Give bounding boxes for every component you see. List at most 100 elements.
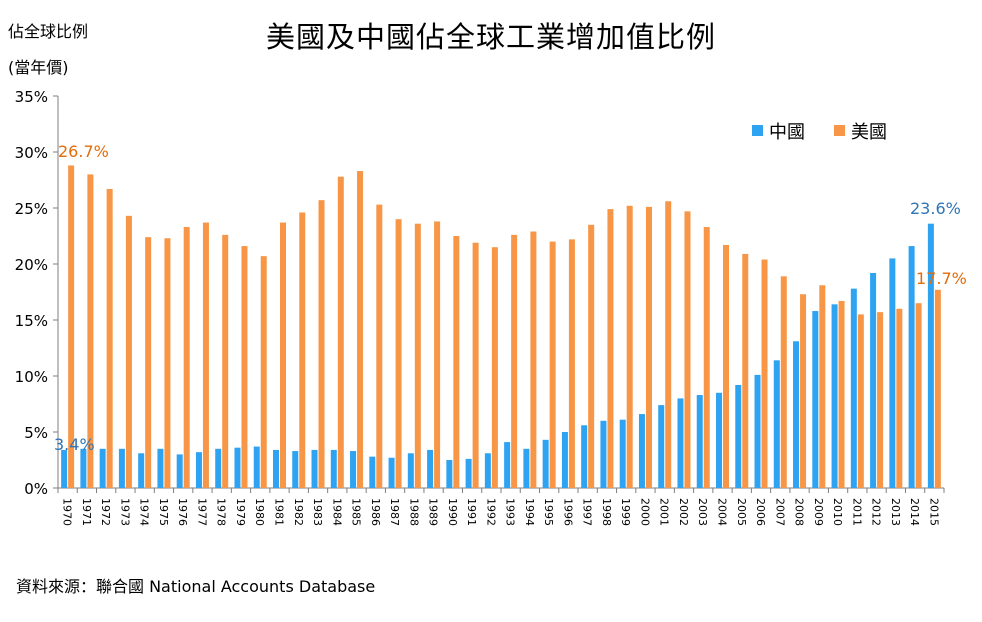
y-tick-label: 5% bbox=[24, 424, 48, 442]
usa-bar bbox=[530, 231, 537, 488]
china-bar bbox=[523, 448, 530, 488]
x-tick-label: 1980 bbox=[253, 498, 266, 526]
china-bar bbox=[388, 457, 395, 488]
legend-swatch-china bbox=[752, 125, 763, 136]
china-bar bbox=[561, 432, 568, 488]
usa-bar bbox=[318, 200, 325, 488]
usa-bar bbox=[164, 238, 171, 488]
china-bar bbox=[311, 449, 318, 488]
x-tick-label: 2007 bbox=[773, 498, 786, 526]
x-tick-label: 2014 bbox=[908, 498, 921, 526]
x-tick-label: 1994 bbox=[523, 498, 536, 526]
china-bar bbox=[427, 449, 434, 488]
x-tick-label: 2010 bbox=[831, 498, 844, 526]
china-bar bbox=[870, 272, 877, 488]
usa-bar bbox=[414, 223, 421, 488]
usa-bar bbox=[607, 209, 614, 488]
china-bar bbox=[350, 451, 357, 488]
usa-bar bbox=[511, 234, 518, 488]
usa-bar bbox=[395, 219, 402, 488]
x-tick-label: 2013 bbox=[889, 498, 902, 526]
usa-bar bbox=[337, 176, 344, 488]
x-tick-label: 2006 bbox=[754, 498, 767, 526]
x-tick-label: 2009 bbox=[812, 498, 825, 526]
usa-bar bbox=[723, 244, 729, 488]
usa-bar bbox=[568, 239, 575, 488]
y-tick-label: 25% bbox=[15, 200, 48, 218]
china-bar bbox=[215, 448, 222, 488]
data-label: 17.7% bbox=[916, 269, 967, 288]
x-tick-label: 1992 bbox=[484, 498, 497, 526]
china-bar bbox=[273, 449, 279, 488]
y-tick-label: 35% bbox=[15, 88, 48, 106]
china-bar bbox=[716, 392, 722, 488]
china-bar bbox=[889, 258, 896, 488]
x-tick-label: 2011 bbox=[850, 498, 863, 526]
china-bar bbox=[292, 451, 299, 488]
usa-bar bbox=[260, 256, 267, 488]
x-tick-label: 1989 bbox=[427, 498, 440, 526]
data-label: 23.6% bbox=[910, 199, 961, 218]
china-bar bbox=[369, 456, 376, 488]
x-tick-label: 2008 bbox=[793, 498, 806, 526]
x-tick-label: 1976 bbox=[176, 498, 189, 526]
china-bar bbox=[831, 304, 838, 488]
china-bar bbox=[619, 419, 626, 488]
x-tick-label: 1986 bbox=[369, 498, 382, 526]
x-tick-label: 1997 bbox=[581, 498, 594, 526]
y-tick-label: 10% bbox=[15, 368, 48, 386]
x-tick-label: 2001 bbox=[658, 498, 671, 526]
usa-bar bbox=[106, 188, 113, 488]
y-axis-label-line2: (當年價) bbox=[8, 58, 69, 77]
x-tick-label: 1970 bbox=[61, 498, 74, 526]
legend-label-china: 中國 bbox=[769, 122, 805, 143]
usa-bar bbox=[684, 211, 691, 489]
usa-bar bbox=[800, 294, 807, 488]
china-bar bbox=[542, 439, 549, 488]
china-bar bbox=[176, 454, 183, 488]
china-bar bbox=[927, 223, 934, 488]
china-bar bbox=[407, 453, 414, 488]
y-tick-label: 30% bbox=[15, 144, 48, 162]
usa-bar bbox=[183, 227, 190, 489]
x-tick-label: 2012 bbox=[870, 498, 883, 526]
x-tick-label: 2005 bbox=[735, 498, 748, 526]
china-bar bbox=[581, 425, 588, 488]
china-bar bbox=[446, 460, 453, 488]
usa-bar bbox=[761, 259, 768, 488]
legend-swatch-usa bbox=[834, 125, 845, 136]
usa-bar bbox=[145, 237, 152, 488]
usa-bar bbox=[588, 224, 595, 489]
usa-bar bbox=[665, 201, 672, 488]
x-tick-label: 1990 bbox=[446, 498, 459, 526]
usa-bar bbox=[491, 247, 498, 488]
x-tick-label: 1985 bbox=[350, 498, 363, 526]
usa-bar bbox=[222, 234, 229, 488]
x-tick-label: 1995 bbox=[542, 498, 555, 526]
usa-bar bbox=[453, 236, 460, 488]
usa-bar bbox=[896, 308, 903, 488]
usa-bar bbox=[472, 242, 479, 488]
china-bar bbox=[138, 453, 145, 488]
usa-bar bbox=[202, 222, 209, 488]
usa-bar bbox=[434, 221, 441, 488]
china-bar bbox=[61, 449, 68, 488]
usa-bar bbox=[549, 241, 556, 488]
x-tick-label: 1996 bbox=[561, 498, 574, 526]
y-tick-label: 20% bbox=[15, 256, 48, 274]
x-tick-label: 1981 bbox=[273, 498, 286, 526]
y-tick-label: 0% bbox=[24, 480, 48, 498]
china-bar bbox=[812, 311, 819, 488]
usa-bar bbox=[838, 300, 845, 488]
usa-bar bbox=[780, 276, 787, 488]
chart-title: 美國及中國佔全球工業增加值比例 bbox=[265, 20, 716, 54]
x-tick-label: 1988 bbox=[407, 498, 420, 526]
china-bar bbox=[99, 448, 106, 488]
usa-bar bbox=[742, 253, 749, 488]
china-bar bbox=[600, 420, 607, 488]
usa-bar bbox=[299, 212, 306, 489]
y-tick-label: 15% bbox=[15, 312, 48, 330]
china-bar bbox=[754, 374, 761, 488]
usa-bar bbox=[280, 222, 286, 488]
